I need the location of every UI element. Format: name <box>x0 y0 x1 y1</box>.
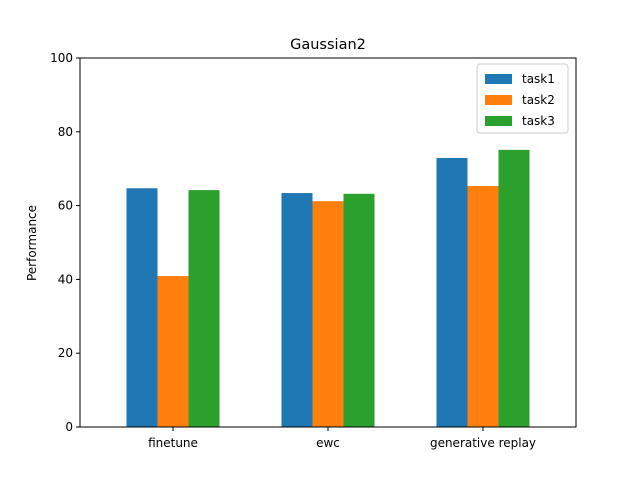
y-tick-label: 20 <box>58 346 73 360</box>
legend-swatch-task3 <box>485 116 512 126</box>
bar-task2-finetune <box>157 276 189 427</box>
legend-swatch-task1 <box>485 74 512 84</box>
bar-task1-generative-replay <box>436 157 468 427</box>
bar-task3-generative-replay <box>498 149 530 428</box>
y-tick-label: 60 <box>58 199 73 213</box>
y-tick-label: 0 <box>65 420 73 434</box>
y-axis-label: Performance <box>25 205 39 281</box>
bars-group <box>126 149 530 428</box>
x-tick-label: finetune <box>148 436 198 450</box>
legend-label-task1: task1 <box>522 72 555 86</box>
bar-task2-generative-replay <box>467 186 499 427</box>
legend-swatch-task2 <box>485 95 512 105</box>
plot-frame <box>79 57 577 428</box>
x-tick-label: ewc <box>316 436 340 450</box>
legend-label-task3: task3 <box>522 114 555 128</box>
y-tick-label: 80 <box>58 125 73 139</box>
chart-title: Gaussian2 <box>290 37 366 53</box>
y-tick-label: 100 <box>50 51 73 65</box>
bar-task2-ewc <box>312 201 344 427</box>
bar-task3-finetune <box>188 190 220 427</box>
legend: task1 task2 task3 <box>476 63 569 134</box>
bar-task1-finetune <box>126 188 158 427</box>
y-axis-ticks: 0 20 40 60 80 100 <box>50 51 80 434</box>
bar-task3-ewc <box>343 193 375 427</box>
x-axis-ticks: finetune ewc generative replay <box>148 427 536 450</box>
y-tick-label: 40 <box>58 272 73 286</box>
bar-task1-ewc <box>281 193 313 427</box>
x-tick-label: generative replay <box>430 436 536 450</box>
legend-label-task2: task2 <box>522 93 555 107</box>
